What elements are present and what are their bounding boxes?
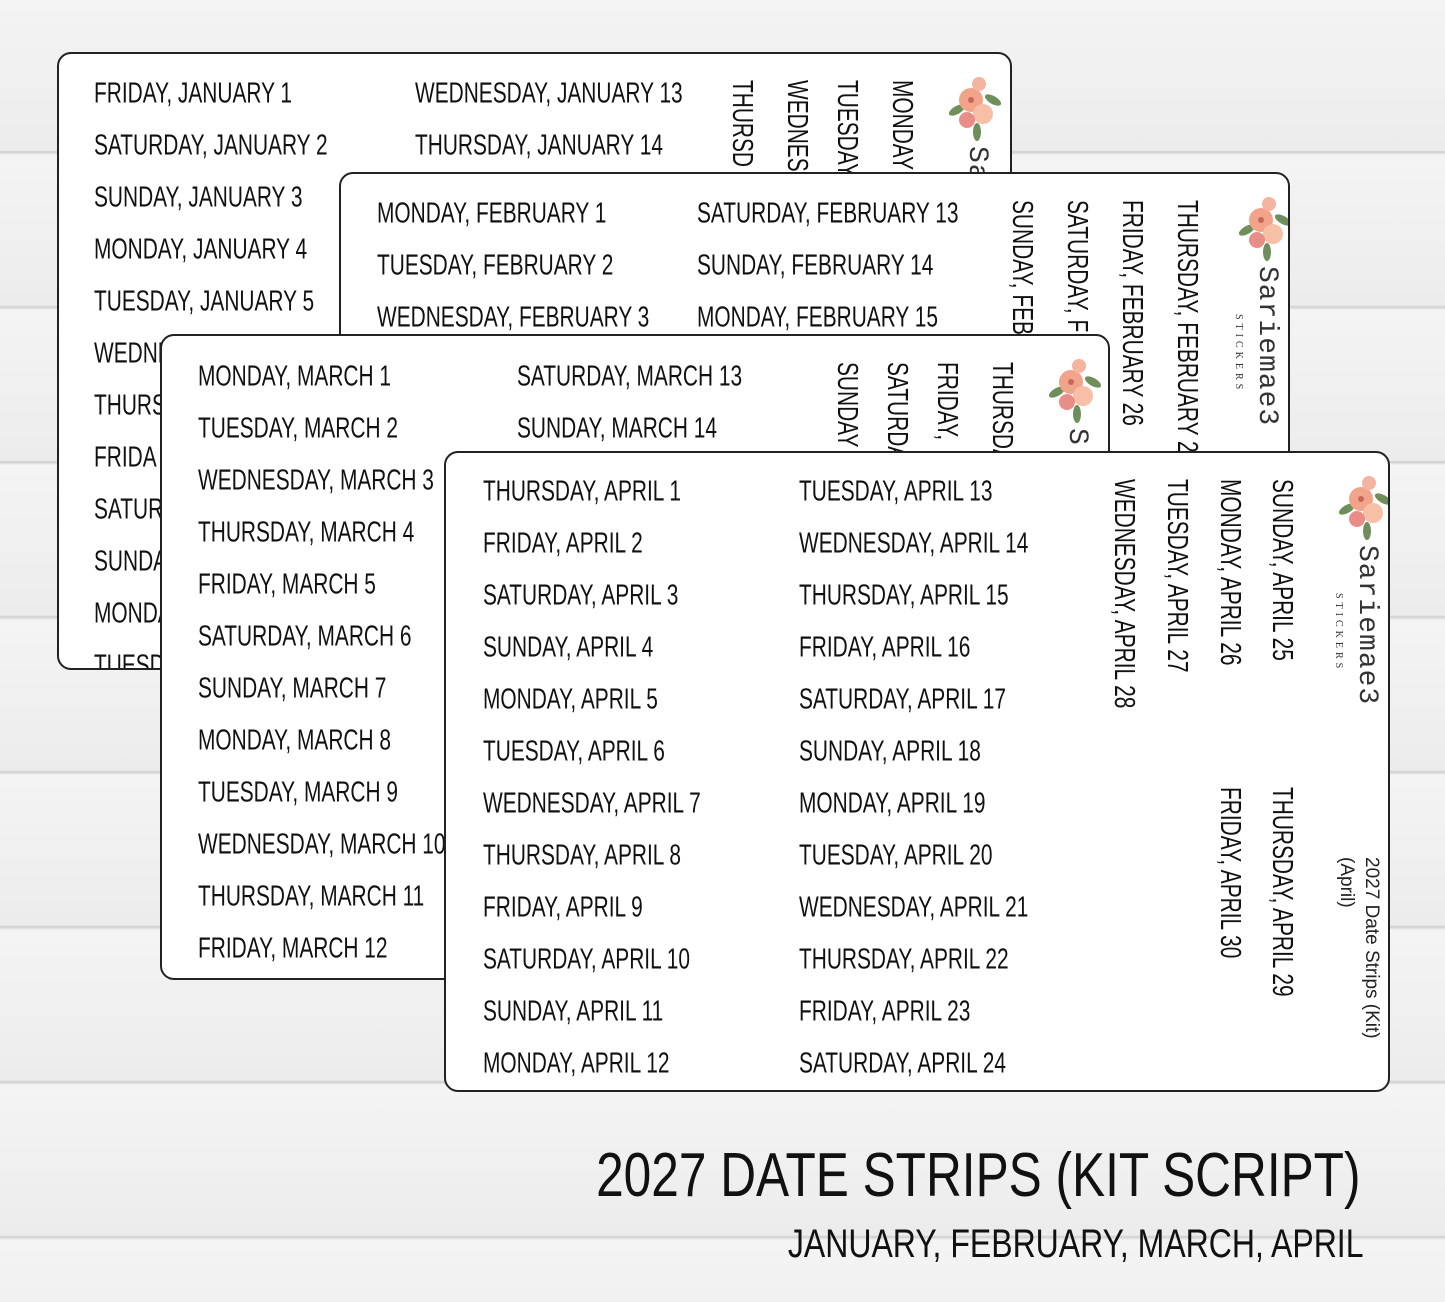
- date-strip: WEDNESDAY, APRIL 14: [799, 527, 1029, 560]
- date-strip: FRIDAY, APRIL 23: [799, 995, 971, 1028]
- vertical-strip: SUNDAY, APRIL 25: [1266, 479, 1298, 661]
- vertical-strip: FRIDAY,: [931, 362, 963, 441]
- date-strip: MONDAY, MARCH 1: [198, 360, 391, 393]
- date-strip: TUESDAY, JANUARY 5: [94, 285, 315, 318]
- date-strip: MONDAY, APRIL 19: [799, 787, 986, 820]
- vertical-strip: THURSD: [726, 80, 758, 168]
- flower-logo: [1047, 352, 1103, 429]
- date-strip: THURSDAY, JANUARY 14: [415, 129, 663, 162]
- vertical-strip: FRIDAY, FEBRUARY 26: [1116, 200, 1148, 426]
- date-strip: SATURDAY, APRIL 3: [483, 579, 679, 612]
- date-strip: SUNDAY, FEBRUARY 14: [697, 249, 934, 282]
- date-strip: SATURDAY, JANUARY 2: [94, 129, 328, 162]
- vertical-strip: WEDNESDAY, APRIL 28: [1108, 479, 1140, 709]
- vertical-strip: WEDNES: [781, 80, 813, 172]
- date-strip: TUESDAY, APRIL 13: [799, 475, 993, 508]
- sticker-sheet: THURSDAY, APRIL 1 FRIDAY, APRIL 2 SATURDAY…: [444, 451, 1390, 1092]
- date-strip: FRIDAY, MARCH 12: [198, 932, 388, 965]
- date-strip: SUNDAY, APRIL 4: [483, 631, 654, 664]
- date-strip: THURSDAY, MARCH 11: [198, 880, 425, 913]
- date-strip: SATURDAY, FEBRUARY 13: [697, 197, 959, 230]
- vertical-strip: TUESDAY, APRIL 27: [1161, 479, 1193, 673]
- date-strip: MONDAY, MARCH 8: [198, 724, 391, 757]
- date-strip: TUESDAY, MARCH 9: [198, 776, 398, 809]
- date-strip: MONDAY, FEBRUARY 15: [697, 301, 938, 334]
- date-strip: WEDNESDAY, APRIL 21: [799, 891, 1029, 924]
- date-strip: FRIDA: [94, 441, 157, 474]
- brand-tagline: STICKERS: [1233, 314, 1244, 394]
- date-strip: TUESDAY, APRIL 6: [483, 735, 665, 768]
- date-strip: MONDAY, FEBRUARY 1: [377, 197, 607, 230]
- date-strip: WEDNESDAY, FEBRUARY 3: [377, 301, 650, 334]
- date-strip: SUNDAY, JANUARY 3: [94, 181, 303, 214]
- date-strip: TUESDAY, APRIL 20: [799, 839, 993, 872]
- date-strip: WEDNESDAY, JANUARY 13: [415, 77, 683, 110]
- vertical-strip: SATURDA: [881, 362, 913, 461]
- date-strip: FRIDAY, APRIL 2: [483, 527, 643, 560]
- flower-logo: [947, 70, 1003, 147]
- sheet-footer: 2027 Date Strips (Kit): [1361, 857, 1382, 1039]
- date-strip: THURSDAY, MARCH 4: [198, 516, 415, 549]
- vertical-strip: MONDAY, APRIL 26: [1214, 479, 1246, 666]
- date-strip: SATURDAY, APRIL 24: [799, 1047, 1006, 1080]
- date-strip: FRIDAY, APRIL 16: [799, 631, 971, 664]
- date-strip: THURS: [94, 389, 166, 422]
- sheet-footer: (April): [1336, 857, 1357, 908]
- flower-logo: [1237, 190, 1288, 267]
- date-strip: FRIDAY, JANUARY 1: [94, 77, 293, 110]
- date-strip: TUESDAY, MARCH 2: [198, 412, 398, 445]
- vertical-strip: SUNDAY: [831, 362, 863, 448]
- date-strip: MONDAY, JANUARY 4: [94, 233, 308, 266]
- brand-name: Sariemae3: [1251, 266, 1282, 427]
- date-strip: FRIDAY, MARCH 5: [198, 568, 376, 601]
- date-strip: WEDNESDAY, MARCH 10: [198, 828, 446, 861]
- title: 2027 DATE STRIPS (KIT SCRIPT): [595, 1141, 1360, 1210]
- date-strip: FRIDAY, APRIL 9: [483, 891, 643, 924]
- date-strip: WEDNE: [94, 337, 172, 370]
- vertical-strip: FRIDAY, APRIL 30: [1214, 787, 1246, 959]
- vertical-strip: MONDAY: [886, 80, 918, 171]
- date-strip: WEDNESDAY, APRIL 7: [483, 787, 701, 820]
- brand-name: S: [1061, 428, 1092, 446]
- date-strip: SUNDA: [94, 545, 168, 578]
- vertical-strip: TUESDAY: [831, 80, 863, 178]
- date-strip: MONDAY, APRIL 5: [483, 683, 658, 716]
- date-strip: SUNDAY, APRIL 11: [483, 995, 664, 1028]
- date-strip: TUESD: [94, 649, 165, 670]
- brand-tagline: STICKERS: [1333, 593, 1344, 673]
- vertical-strip: THURSDAY, APRIL 29: [1266, 787, 1298, 997]
- date-strip: SATURDAY, MARCH 13: [517, 360, 743, 393]
- date-strip: WEDNESDAY, MARCH 3: [198, 464, 434, 497]
- date-strip: SUNDAY, MARCH 14: [517, 412, 717, 445]
- date-strip: SATURDAY, APRIL 10: [483, 943, 690, 976]
- date-strip: TUESDAY, FEBRUARY 2: [377, 249, 614, 282]
- vertical-strip: THURSDAY, FEBRUARY 2: [1171, 200, 1203, 453]
- vertical-strip: SUNDAY, FEB: [1006, 200, 1038, 335]
- vertical-strip: SATURDAY, F: [1061, 200, 1093, 333]
- date-strip: MONDAY, APRIL 12: [483, 1047, 670, 1080]
- date-strip: SATUR: [94, 493, 164, 526]
- date-strip: SATURDAY, APRIL 17: [799, 683, 1006, 716]
- brand-name: Sariemae3: [1351, 545, 1382, 706]
- date-strip: THURSDAY, APRIL 15: [799, 579, 1009, 612]
- date-strip: SUNDAY, MARCH 7: [198, 672, 387, 705]
- date-strip: THURSDAY, APRIL 8: [483, 839, 682, 872]
- date-strip: MONDA: [94, 597, 172, 630]
- date-strip: THURSDAY, APRIL 1: [483, 475, 682, 508]
- flower-logo: [1337, 469, 1388, 546]
- subtitle: JANUARY, FEBRUARY, MARCH, APRIL: [787, 1222, 1363, 1266]
- date-strip: THURSDAY, APRIL 22: [799, 943, 1009, 976]
- date-strip: SATURDAY, MARCH 6: [198, 620, 412, 653]
- date-strip: SUNDAY, APRIL 18: [799, 735, 981, 768]
